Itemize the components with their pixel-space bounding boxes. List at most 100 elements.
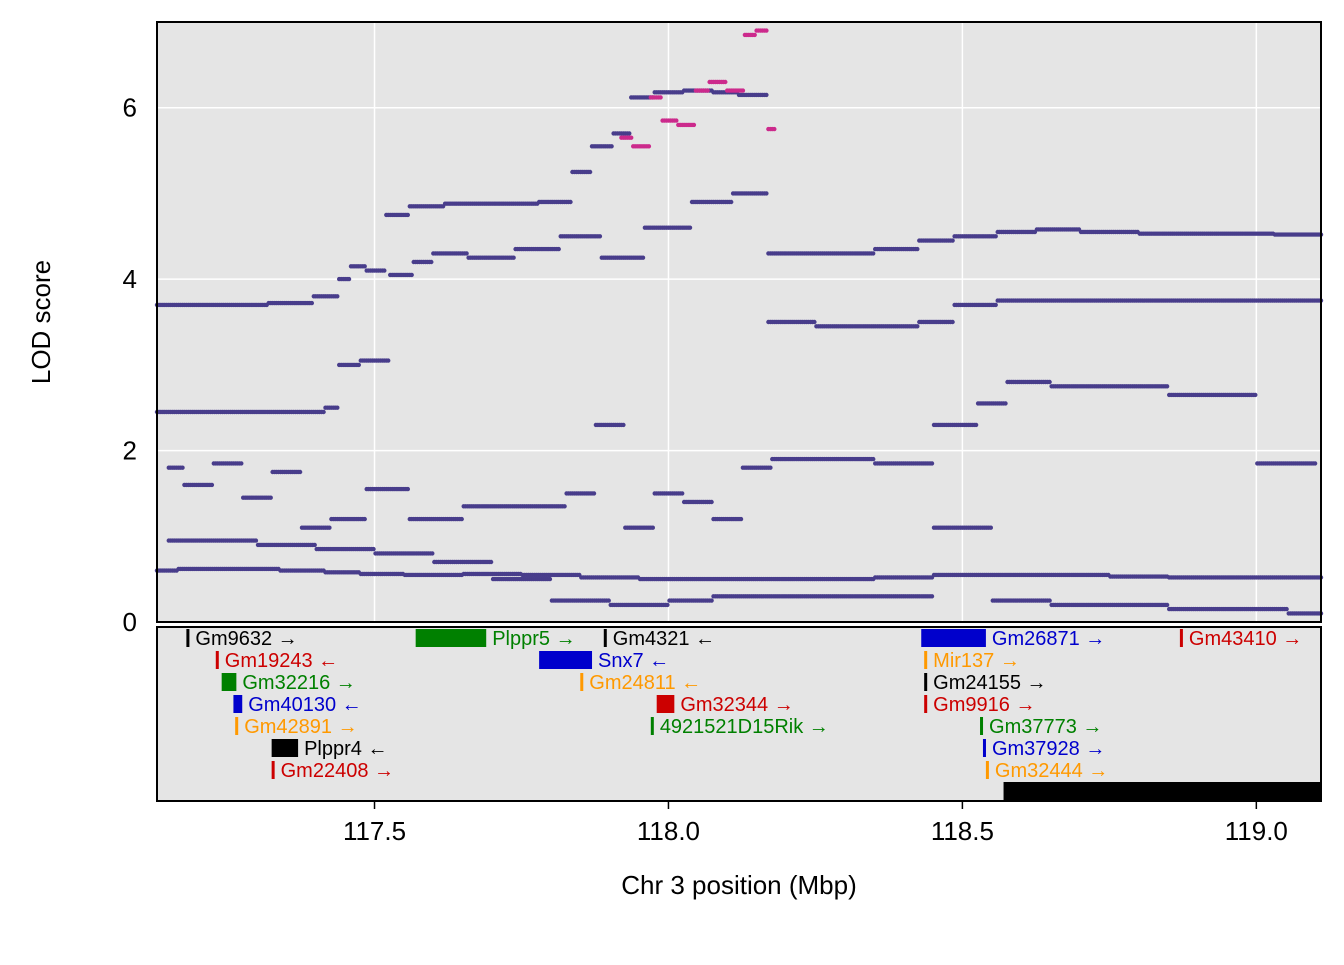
gene-label: Gm22408 → [281,760,394,782]
gene-label: Gm4321 ← [613,628,715,650]
lod-point [362,264,367,269]
gene-label: Gm19243 ← [225,650,338,672]
lod-point [950,238,955,243]
gene-label: Gm24811 ← [589,672,701,694]
gene-block [656,695,675,713]
lod-point [871,456,876,462]
gene-block [233,695,243,713]
gene-block [221,673,237,691]
gene-block [271,739,299,757]
gene-block [1179,629,1183,647]
gene-block [982,739,986,757]
gene-label: Gm32216 → [242,672,355,694]
lod-point [405,486,410,492]
lod-point [627,131,632,136]
gene-label: Gm9632 → [195,628,297,650]
y-tick-label: 2 [123,436,137,466]
lod-point [1253,392,1258,398]
lod-point [871,251,876,256]
lod-point [764,92,769,98]
gene-block [215,651,219,669]
gene-label: Gm26871 → [992,628,1105,650]
lod-point [993,234,998,239]
y-axis: 0 2 4 6 [123,93,137,637]
gene-label: Gm42891 → [244,716,357,738]
lod-point [409,272,414,278]
lod-point [950,319,955,325]
x-axis-label: Chr 3 position (Mbp) [621,870,857,900]
y-tick-label: 0 [123,607,137,637]
lod-point [362,516,367,522]
gene-block [186,629,190,647]
lod-point [386,358,391,363]
lod-point [568,199,573,205]
gene-block [924,651,928,669]
lod-point [556,246,561,252]
lod-point [929,594,935,599]
lod-point [606,598,611,603]
lod-point [1003,401,1008,406]
lod-point [812,319,817,325]
gene-label: Gm32444 → [995,760,1108,782]
lod-point [621,422,626,428]
lod-point [335,294,340,299]
lod-point [335,405,340,410]
gene-block [985,761,989,779]
lod-point-highlight [629,135,634,140]
lod-point [609,144,614,149]
lod-point [929,461,935,466]
lod-point [253,538,259,543]
y-tick-label: 6 [123,93,137,123]
lod-point [1164,384,1170,389]
lod-point [915,324,920,329]
lod-point [1164,602,1170,608]
lod-point [687,225,693,230]
x-tick-label: 118.5 [931,816,994,846]
lod-point [209,482,215,488]
x-tick-label: 118.0 [637,816,700,846]
lod-point [1284,606,1289,612]
gene-block [580,673,584,691]
lod-point [680,491,685,496]
gene-block [650,717,654,735]
lod-point [464,251,469,256]
gene-block [924,695,928,713]
lod-point [709,499,714,505]
gene-block [539,651,593,669]
lod-point [709,598,714,603]
gene-label: Gm37773 → [989,716,1102,738]
lod-point [591,491,597,496]
gene-block [1003,782,1321,801]
lod-point [430,551,435,556]
gene-label: Gm9916 → [933,694,1035,716]
lod-point [180,465,185,470]
lod-point [738,516,744,522]
lod-point [459,516,464,522]
lod-point [1047,598,1052,603]
gene-block [980,717,984,735]
lod-point [356,362,361,368]
gene-track: Gm9632 →Gm19243 ←Gm32216 →Gm40130 ←Gm428… [186,628,1321,801]
lod-point [665,602,670,608]
lod-point [764,191,769,196]
lod-point [371,546,376,552]
lod-point [346,276,352,282]
lod-point [768,465,773,470]
x-tick-label: 119.0 [1225,816,1288,846]
lod-point [312,542,317,548]
gene-label: Gm24155 → [933,672,1046,694]
lod-point-highlight [658,95,663,100]
gene-block [271,761,275,779]
lod-point-highlight [772,126,777,132]
lod-point [973,422,979,428]
gene-panel-border [156,626,1322,802]
lod-point [1047,379,1052,385]
gene-label: Plppr5 → [492,628,575,650]
lod-point [650,525,655,530]
x-axis: 117.5 118.0 118.5 119.0 [343,801,1288,846]
gene-label: Gm40130 ← [248,694,361,716]
gene-block [924,673,928,691]
gene-label: Snx7 ← [598,650,669,672]
lod-point-highlight [764,28,769,33]
